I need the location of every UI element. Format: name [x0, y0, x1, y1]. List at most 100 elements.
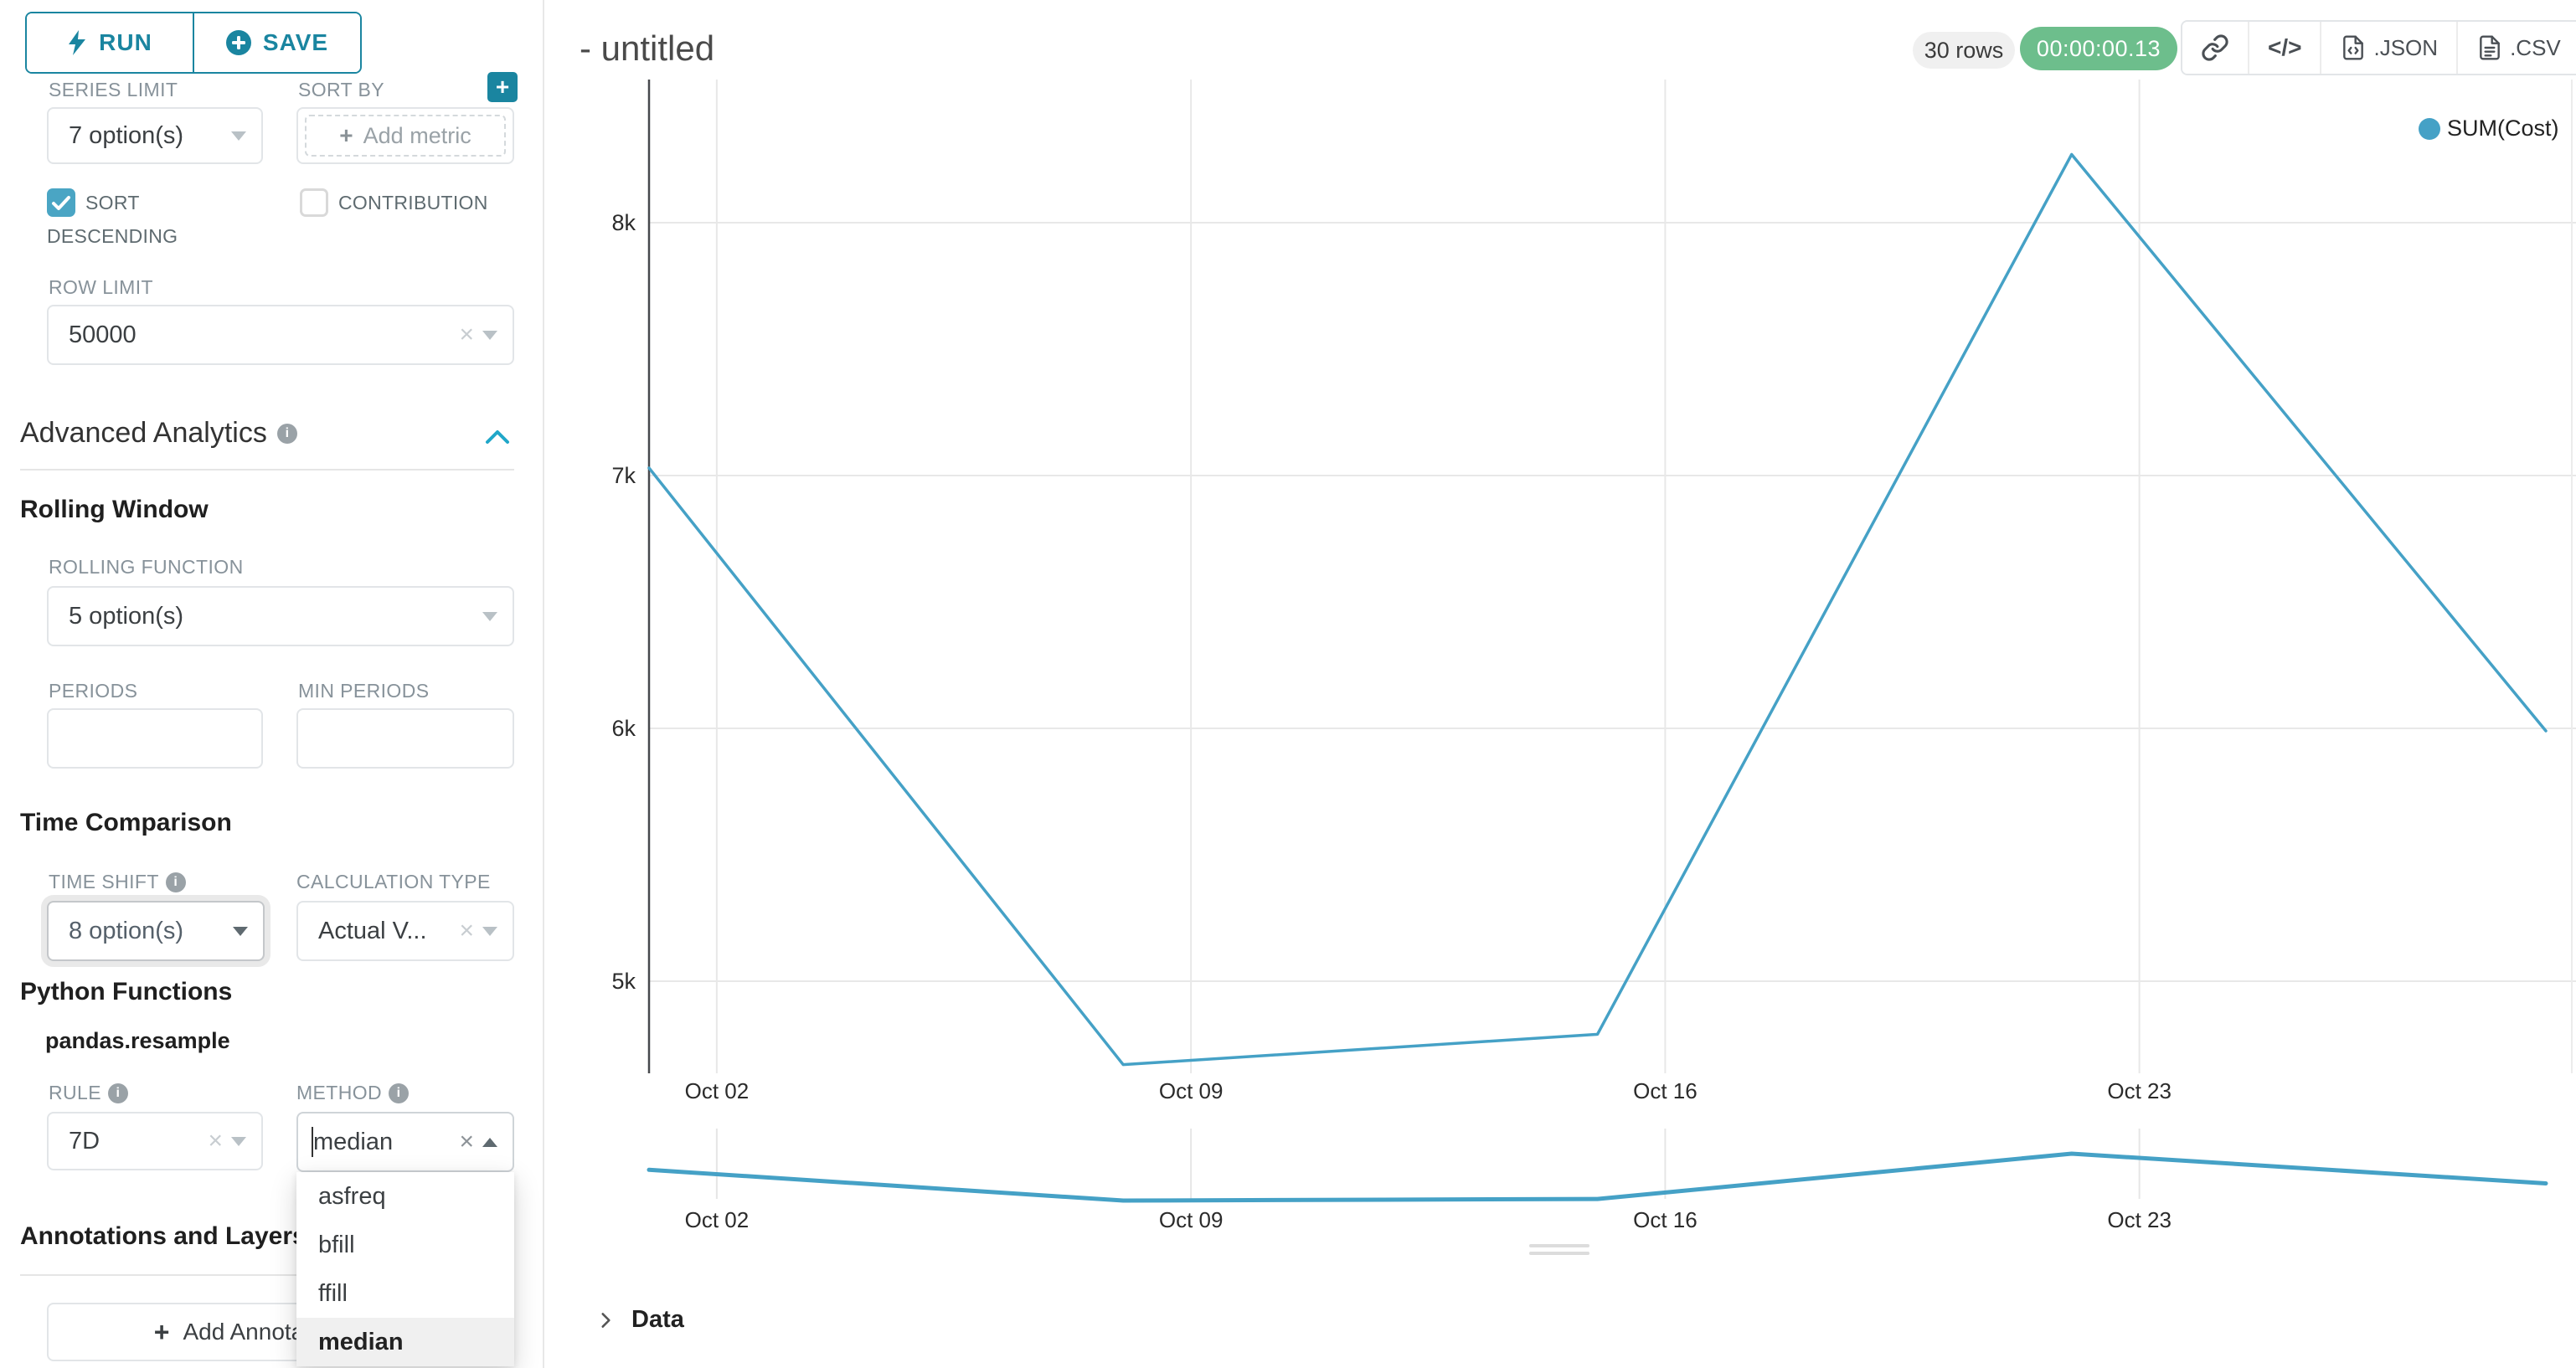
mini-x-tick-label: Oct 16 [1633, 1207, 1698, 1232]
section-divider [20, 469, 514, 471]
plus-circle-icon [225, 30, 251, 55]
lightning-icon [69, 30, 86, 55]
sort-by-field[interactable]: + Add metric [296, 107, 514, 164]
y-tick-label: 6k [611, 716, 636, 741]
time-shift-value: 8 option(s) [69, 917, 184, 944]
rolling-window-title: Rolling Window [20, 496, 209, 523]
y-tick-label: 5k [611, 969, 636, 994]
y-tick-label: 8k [611, 210, 636, 235]
clear-icon[interactable]: × [459, 917, 474, 944]
caret-down-icon [482, 926, 497, 936]
calculation-type-value: Actual V... [318, 917, 427, 944]
pandas-resample-title: pandas.resample [45, 1028, 230, 1053]
save-button[interactable]: SAVE [193, 13, 360, 72]
periods-input[interactable] [47, 708, 263, 769]
caret-down-icon [233, 926, 248, 936]
mini-x-tick-label: Oct 02 [685, 1207, 750, 1232]
mini-series-line[interactable] [647, 1151, 2548, 1203]
copy-link-button[interactable] [2182, 22, 2248, 74]
run-save-button-group: RUN SAVE [25, 12, 362, 74]
x-tick-label: Oct 16 [1633, 1078, 1698, 1103]
time-shift-label-text: TIME SHIFT [49, 871, 159, 892]
add-sort-metric-plus-button[interactable]: + [487, 72, 518, 102]
rule-label-text: RULE [49, 1082, 101, 1103]
add-metric-dropzone[interactable]: + Add metric [305, 115, 506, 157]
sort-by-label: SORT BY [298, 79, 384, 100]
info-icon: i [389, 1083, 410, 1103]
chart-legend[interactable]: SUM(Cost) [2419, 116, 2559, 141]
legend-label: SUM(Cost) [2447, 116, 2559, 141]
method-combobox[interactable]: median × [296, 1112, 514, 1172]
row-count-badge: 30 rows [1913, 32, 2015, 69]
annotations-title: Annotations and Layers [20, 1222, 307, 1250]
series-limit-label: SERIES LIMIT [49, 79, 178, 100]
chart-title: - untitled [580, 28, 715, 68]
menu-item-median[interactable]: median [296, 1318, 514, 1366]
plus-icon: + [153, 1316, 170, 1347]
data-panel-label: Data [631, 1306, 684, 1333]
advanced-analytics-header[interactable]: Advanced Analytics i [20, 417, 297, 450]
timeseries-line-chart[interactable]: 8k 7k 6k 5k Oct 02 Oct 02 Oct 09 Oct 09 Oct 16 Oc… [544, 0, 2576, 1368]
rule-label: RULE i [49, 1082, 128, 1104]
chart-actions-toolbar: </> .JSON .CSV [2181, 20, 2576, 75]
time-shift-label: TIME SHIFT i [49, 871, 186, 893]
rolling-function-label: ROLLING FUNCTION [49, 556, 244, 578]
explore-control-panel: RUN SAVE SERIES LIMIT SORT BY + 7 option… [0, 0, 544, 1368]
sort-descending-checkbox[interactable] [47, 188, 75, 217]
json-label: .JSON [2373, 34, 2439, 60]
series-limit-value: 7 option(s) [69, 121, 184, 149]
min-periods-input[interactable] [296, 708, 514, 769]
menu-item-ffill[interactable]: ffill [318, 1279, 348, 1307]
export-json-button[interactable]: .JSON [2320, 22, 2457, 74]
clear-icon[interactable]: × [459, 1128, 474, 1155]
contribution-label: CONTRIBUTION [338, 192, 488, 213]
data-panel-toggle[interactable]: Data [595, 1306, 684, 1334]
rule-select[interactable]: 7D × [47, 1112, 263, 1170]
caret-up-icon [482, 1137, 497, 1147]
run-button[interactable]: RUN [27, 13, 193, 72]
series-limit-select[interactable]: 7 option(s) [47, 107, 263, 164]
export-csv-button[interactable]: .CSV [2456, 22, 2576, 74]
method-label: METHOD i [296, 1082, 410, 1104]
save-button-label: SAVE [262, 29, 329, 55]
menu-item-bfill[interactable]: bfill [318, 1231, 355, 1258]
time-shift-select[interactable]: 8 option(s) [47, 901, 265, 961]
rolling-function-select[interactable]: 5 option(s) [47, 586, 514, 646]
json-file-icon [2343, 35, 2364, 60]
row-limit-value: 50000 [69, 321, 137, 348]
calculation-type-label: CALCULATION TYPE [296, 871, 491, 892]
method-dropdown-menu: asfreq bfill ffill median [296, 1172, 514, 1366]
chevron-up-icon[interactable] [482, 425, 513, 449]
section-divider [20, 1274, 514, 1276]
plus-icon: + [339, 122, 353, 148]
legend-dot-icon [2419, 117, 2440, 140]
advanced-analytics-title: Advanced Analytics [20, 417, 267, 449]
sort-descending-label: SORT DESCENDING [47, 192, 178, 247]
x-tick-label: Oct 09 [1159, 1078, 1224, 1103]
main-series-line[interactable] [647, 152, 2548, 1067]
contribution-checkbox[interactable] [300, 188, 328, 217]
calculation-type-select[interactable]: Actual V... × [296, 901, 514, 961]
sort-descending-control: SORT DESCENDING [47, 186, 240, 253]
menu-item-asfreq[interactable]: asfreq [318, 1182, 386, 1210]
info-icon: i [107, 1083, 128, 1103]
csv-file-icon [2480, 35, 2500, 60]
row-limit-label: ROW LIMIT [49, 276, 153, 298]
mini-x-tick-label: Oct 23 [2107, 1207, 2172, 1232]
check-icon [52, 196, 70, 210]
method-value: median [313, 1128, 394, 1155]
panel-resize-grip[interactable] [1529, 1244, 1589, 1255]
clear-icon[interactable]: × [459, 321, 474, 348]
min-periods-label: MIN PERIODS [298, 680, 430, 702]
chevron-right-icon [601, 1312, 611, 1328]
row-limit-select[interactable]: 50000 × [47, 305, 514, 365]
x-tick-label: Oct 02 [685, 1078, 750, 1103]
caret-down-icon [231, 131, 246, 141]
caret-down-icon [482, 611, 497, 621]
clear-icon[interactable]: × [208, 1127, 223, 1155]
rolling-function-value: 5 option(s) [69, 602, 184, 630]
text-cursor [312, 1127, 313, 1157]
caret-down-icon [482, 330, 497, 340]
embed-code-button[interactable]: </> [2248, 22, 2321, 74]
caret-down-icon [231, 1136, 246, 1146]
